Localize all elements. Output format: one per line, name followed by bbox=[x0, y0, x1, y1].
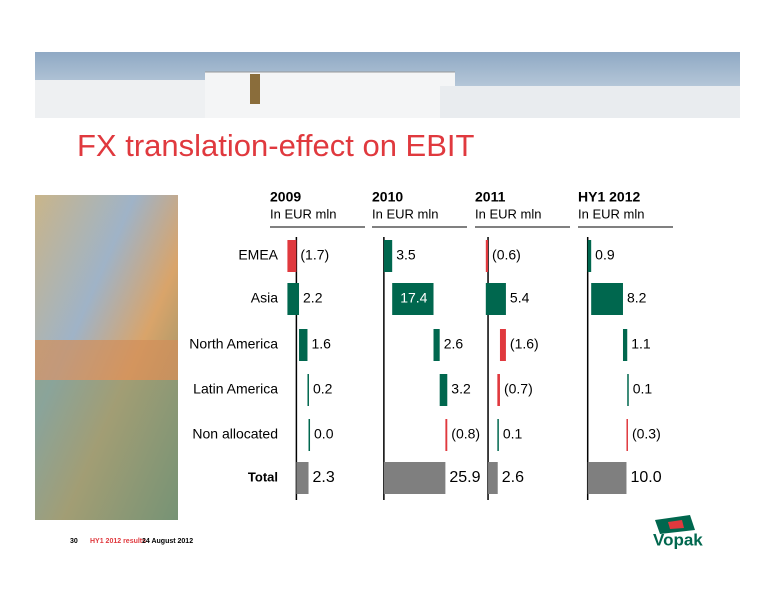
value-label: 0.1 bbox=[633, 381, 653, 397]
bar bbox=[627, 374, 629, 406]
total-bar bbox=[383, 462, 446, 494]
value-label: 0.0 bbox=[314, 426, 334, 442]
category-label: North America bbox=[189, 336, 278, 352]
panel-subtitle: In EUR mln bbox=[270, 206, 336, 221]
header-photo bbox=[35, 52, 740, 118]
bar bbox=[497, 374, 500, 406]
value-label: (1.6) bbox=[510, 336, 539, 352]
value-label: (0.7) bbox=[504, 381, 533, 397]
panel-title: 2010 bbox=[372, 189, 403, 205]
bar bbox=[587, 240, 592, 272]
bar bbox=[622, 329, 628, 361]
total-label: 25.9 bbox=[449, 469, 480, 486]
category-label: Latin America bbox=[193, 381, 278, 397]
value-label: 0.1 bbox=[503, 426, 523, 442]
total-category-label: Total bbox=[248, 469, 278, 484]
value-label: 8.2 bbox=[627, 290, 647, 306]
total-label: 10.0 bbox=[630, 469, 661, 486]
value-label: 2.6 bbox=[444, 336, 464, 352]
value-label: 1.1 bbox=[631, 336, 651, 352]
value-label: 5.4 bbox=[510, 290, 530, 306]
value-label: 0.9 bbox=[595, 247, 615, 263]
value-label: 1.6 bbox=[311, 336, 331, 352]
bar bbox=[287, 240, 297, 272]
panel-subtitle: In EUR mln bbox=[372, 206, 438, 221]
value-label: (0.3) bbox=[632, 426, 661, 442]
deck-date: 24 August 2012 bbox=[142, 538, 193, 545]
category-label: EMEA bbox=[238, 247, 278, 263]
bar bbox=[439, 374, 448, 406]
page-number: 30 bbox=[70, 538, 78, 545]
bar bbox=[392, 283, 434, 315]
panel-subtitle: In EUR mln bbox=[578, 206, 644, 221]
bar bbox=[433, 329, 440, 361]
value-label: (0.8) bbox=[451, 426, 480, 442]
total-bar bbox=[296, 462, 309, 494]
value-label: 0.2 bbox=[313, 381, 333, 397]
bar bbox=[287, 283, 300, 315]
value-label: 2.2 bbox=[303, 290, 323, 306]
logo: Vopak bbox=[653, 515, 703, 549]
bar bbox=[307, 374, 309, 406]
slide-title: FX translation-effect on EBIT bbox=[77, 128, 475, 163]
bar bbox=[485, 240, 489, 272]
category-label: Asia bbox=[251, 290, 278, 306]
panel-title: HY1 2012 bbox=[578, 189, 640, 205]
total-bar bbox=[488, 462, 498, 494]
bar bbox=[383, 240, 393, 272]
bar bbox=[626, 419, 628, 451]
value-label: 3.5 bbox=[396, 247, 416, 263]
panel-title: 2011 bbox=[475, 189, 506, 205]
value-label: (0.6) bbox=[492, 247, 521, 263]
bar bbox=[499, 329, 506, 361]
total-label: 2.3 bbox=[313, 469, 335, 486]
bar bbox=[445, 419, 448, 451]
total-bar bbox=[587, 462, 627, 494]
bar bbox=[308, 419, 311, 451]
bar bbox=[497, 419, 499, 451]
value-label: (1.7) bbox=[300, 247, 329, 263]
panel-subtitle: In EUR mln bbox=[475, 206, 541, 221]
bar bbox=[591, 283, 623, 315]
bar bbox=[485, 283, 506, 315]
value-label: 3.2 bbox=[451, 381, 471, 397]
logo-text: Vopak bbox=[653, 530, 703, 549]
charts: EMEA Asia North America Latin America Non al… bbox=[189, 189, 673, 500]
money-photo bbox=[35, 195, 178, 520]
deck-name: HY1 2012 results bbox=[90, 538, 146, 545]
category-label: Non allocated bbox=[192, 426, 278, 442]
total-label: 2.6 bbox=[502, 469, 524, 486]
bar bbox=[299, 329, 308, 361]
value-label: 17.4 bbox=[400, 290, 427, 306]
panel-title: 2009 bbox=[270, 189, 301, 205]
